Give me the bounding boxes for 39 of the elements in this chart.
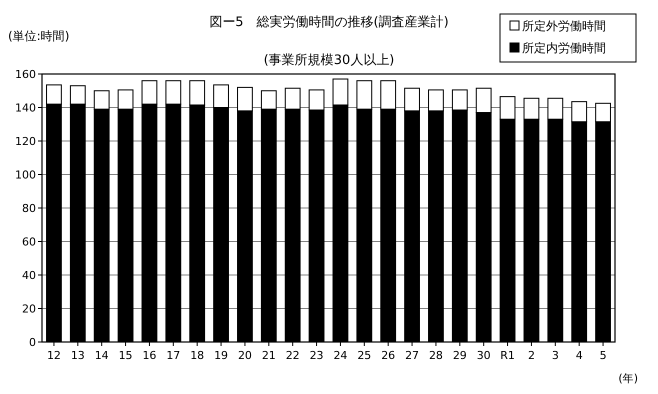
x-tick-label: 17 (166, 349, 180, 362)
x-tick-label: 14 (94, 349, 109, 362)
x-tick-label: 5 (600, 349, 607, 362)
legend-label: 所定外労働時間 (522, 19, 606, 33)
x-tick-label: R1 (500, 349, 515, 362)
x-tick-label: 18 (190, 349, 204, 362)
x-tick-label: 24 (333, 349, 348, 362)
x-tick-label: 23 (310, 349, 324, 362)
x-tick-label: 20 (238, 349, 252, 362)
x-tick-label: 4 (576, 349, 583, 362)
x-tick-label: 22 (286, 349, 300, 362)
x-tick-label: 13 (70, 349, 85, 362)
y-tick-label: 160 (15, 68, 36, 81)
x-tick-label: 19 (214, 349, 228, 362)
x-tick-label: 16 (142, 349, 156, 362)
x-tick-label: 26 (381, 349, 396, 362)
x-tick-label: 3 (552, 349, 559, 362)
ylabel: (単位:時間) (8, 29, 70, 43)
y-tick-label: 60 (22, 236, 36, 248)
subtitle: (事業所規模30人以上) (264, 53, 394, 68)
x-tick-label: 2 (528, 349, 535, 362)
title: 図ー5 総実労働時間の推移(調査産業計) (209, 15, 449, 30)
y-tick-label: 140 (15, 102, 36, 114)
x-tick-label: 25 (357, 349, 372, 362)
y-tick-label: 100 (15, 168, 36, 182)
x-tick-label: 30 (476, 349, 491, 362)
x-tick-label: 27 (405, 349, 420, 362)
y-tick-label: 80 (22, 202, 36, 215)
y-tick-label: 120 (15, 135, 36, 148)
x-tick-label: 12 (46, 349, 61, 362)
y-tick-label: 40 (22, 269, 36, 282)
x-tick-label: 28 (428, 349, 443, 362)
x-tick-label: 29 (452, 349, 467, 362)
y-tick-label: 20 (22, 302, 36, 316)
y-tick-label: 0 (29, 336, 36, 349)
xlabel: (年) (618, 372, 638, 385)
legend-label: 所定内労働時間 (522, 41, 606, 55)
x-tick-label: 21 (262, 349, 276, 362)
x-tick-label: 15 (118, 349, 133, 362)
